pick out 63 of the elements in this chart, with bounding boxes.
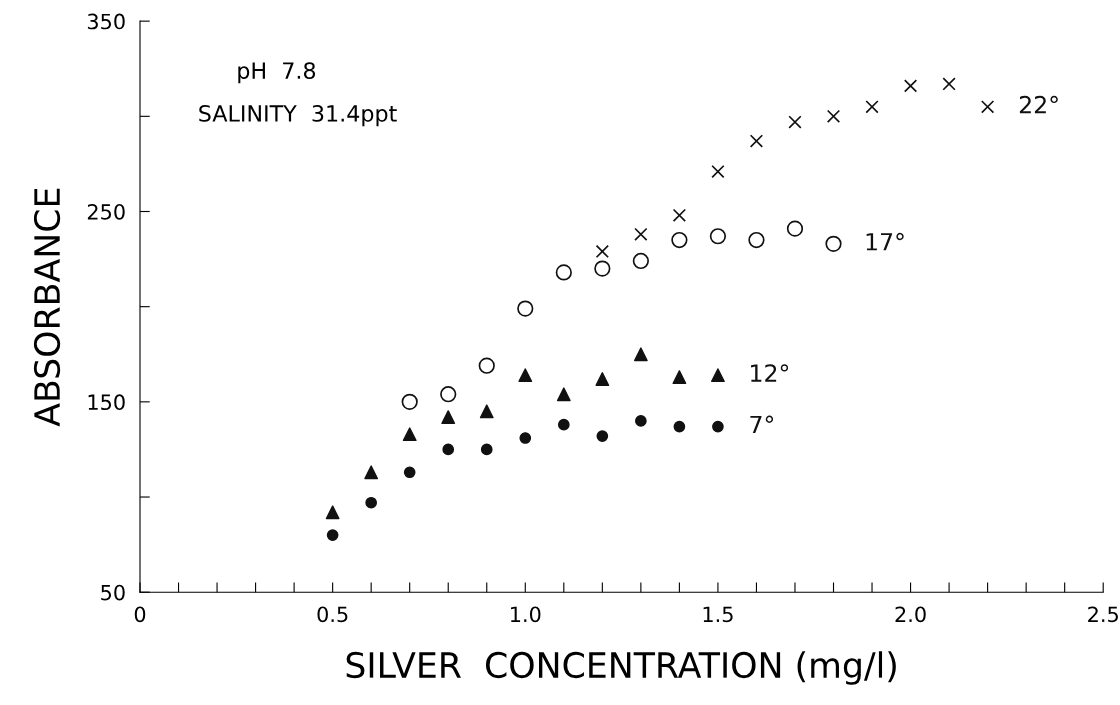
point	[518, 368, 533, 383]
point	[519, 432, 532, 444]
point	[440, 386, 457, 403]
point	[942, 77, 956, 91]
point	[635, 415, 647, 427]
y-tick-label: 150	[88, 394, 125, 411]
point	[788, 115, 802, 129]
point	[557, 418, 570, 431]
point	[634, 227, 648, 241]
point	[556, 387, 571, 402]
point	[365, 496, 378, 509]
point	[326, 529, 339, 541]
point	[980, 100, 995, 114]
point	[594, 260, 611, 277]
point	[555, 264, 572, 281]
point	[748, 231, 765, 249]
x-tick-label: 0	[134, 606, 146, 623]
point	[632, 252, 649, 270]
x-tick-label: 2.0	[895, 606, 926, 623]
x-tick-label: 1.0	[511, 606, 541, 623]
point	[865, 100, 879, 114]
series-label: 17°	[866, 232, 904, 251]
point	[325, 505, 340, 520]
point	[826, 109, 841, 123]
point	[709, 228, 727, 245]
y-axis-title: ABSORBANCE	[33, 188, 61, 427]
annotation: pH 7.8	[238, 62, 316, 84]
point	[672, 208, 687, 222]
point	[633, 347, 648, 362]
point	[711, 368, 725, 383]
point	[825, 235, 842, 252]
series-label: 22°	[1019, 95, 1058, 114]
point	[364, 465, 379, 480]
point	[711, 164, 725, 179]
point	[441, 410, 456, 424]
point	[401, 393, 418, 410]
point	[903, 79, 918, 93]
annotation: SALINITY 31.4ppt	[199, 105, 397, 127]
y-tick-label: 250	[87, 203, 125, 220]
point	[480, 443, 493, 456]
x-tick-label: 2.5	[1088, 606, 1118, 623]
x-tick-label: 1.5	[703, 606, 733, 623]
point	[749, 134, 764, 148]
point	[595, 372, 610, 386]
point	[479, 404, 494, 419]
point	[517, 300, 534, 317]
point	[478, 357, 495, 374]
point	[442, 443, 455, 456]
point	[673, 420, 686, 433]
point	[596, 430, 609, 442]
y-tick-label: 50	[101, 584, 125, 601]
series-label: 7°	[750, 415, 774, 434]
point	[712, 420, 724, 433]
point	[786, 220, 804, 237]
point	[595, 244, 609, 259]
x-tick-label: 0.5	[317, 606, 348, 623]
point	[402, 427, 417, 442]
series-label: 12°	[751, 364, 789, 382]
point	[403, 466, 416, 479]
point	[671, 231, 688, 249]
point	[672, 370, 687, 385]
x-axis-title: SILVER CONCENTRATION (mg/l)	[346, 651, 896, 685]
y-tick-label: 350	[87, 13, 125, 30]
